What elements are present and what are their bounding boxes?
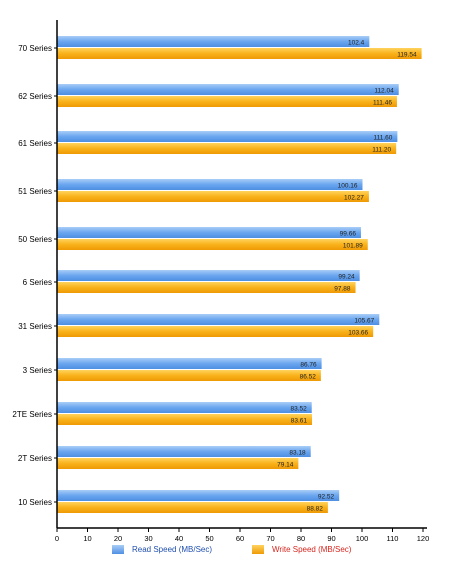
data-label-read: 99.66 bbox=[340, 231, 357, 238]
bar-read bbox=[57, 179, 363, 190]
category-label: 10 Series bbox=[18, 498, 52, 507]
legend-label-write: Write Speed (MB/Sec) bbox=[272, 545, 352, 554]
bar-read bbox=[57, 131, 398, 142]
x-tick-label: 110 bbox=[387, 534, 399, 543]
x-tick-label: 50 bbox=[205, 534, 213, 543]
bar-write bbox=[57, 282, 356, 293]
data-label-read: 83.18 bbox=[289, 450, 306, 457]
data-label-read: 86.76 bbox=[300, 362, 317, 369]
bar-write bbox=[57, 48, 422, 59]
bar-read bbox=[57, 490, 340, 501]
legend-item-write: Write Speed (MB/Sec) bbox=[252, 545, 351, 554]
x-tick-label: 10 bbox=[83, 534, 91, 543]
legend-label-read: Read Speed (MB/Sec) bbox=[132, 545, 213, 554]
data-label-read: 92.52 bbox=[318, 494, 335, 501]
legend: Read Speed (MB/Sec) Write Speed (MB/Sec) bbox=[0, 545, 450, 559]
x-tick-label: 80 bbox=[297, 534, 305, 543]
data-label-read: 83.52 bbox=[290, 406, 307, 413]
data-label-write: 86.52 bbox=[300, 374, 317, 381]
data-label-read: 99.24 bbox=[338, 274, 355, 281]
axes-layer: 70 Series 62 Series 61 Series 51 Series 50 S… bbox=[12, 20, 429, 543]
bar-write bbox=[57, 143, 397, 154]
data-label-write: 88.82 bbox=[307, 506, 324, 513]
bar-write bbox=[57, 191, 369, 202]
legend-item-read: Read Speed (MB/Sec) bbox=[112, 545, 212, 554]
bar-read bbox=[57, 314, 380, 325]
category-label: 70 Series bbox=[18, 44, 52, 53]
category-label: 61 Series bbox=[18, 139, 52, 148]
category-label: 2TE Series bbox=[12, 410, 52, 419]
bar-read bbox=[57, 36, 370, 47]
bar-read bbox=[57, 358, 322, 369]
category-label: 50 Series bbox=[18, 235, 52, 244]
bar-write bbox=[57, 239, 368, 250]
category-label: 62 Series bbox=[18, 92, 52, 101]
x-tick-label: 30 bbox=[144, 534, 152, 543]
data-label-write: 102.27 bbox=[344, 195, 364, 202]
x-tick-label: 100 bbox=[356, 534, 369, 543]
bar-read bbox=[57, 446, 311, 457]
data-label-write: 79.14 bbox=[277, 462, 294, 469]
x-tick-label: 0 bbox=[55, 534, 59, 543]
data-label-write: 101.89 bbox=[343, 243, 363, 250]
category-label: 51 Series bbox=[18, 187, 52, 196]
data-label-read: 100.16 bbox=[338, 183, 358, 190]
data-label-write: 97.88 bbox=[334, 286, 351, 293]
category-label: 6 Series bbox=[23, 278, 52, 287]
bars-layer: 102.4 119.54 112.04 111.46 111.60 111.20 100.1… bbox=[57, 36, 422, 513]
bar-write bbox=[57, 458, 299, 469]
data-label-write: 83.61 bbox=[291, 418, 308, 425]
bar-read bbox=[57, 227, 361, 238]
legend-swatch-read bbox=[112, 545, 124, 554]
data-label-read: 111.60 bbox=[373, 135, 392, 142]
x-tick-label: 60 bbox=[236, 534, 244, 543]
category-label: 3 Series bbox=[23, 366, 52, 375]
data-label-read: 102.4 bbox=[348, 40, 365, 47]
x-tick-label: 20 bbox=[114, 534, 122, 543]
category-label: 2T Series bbox=[18, 454, 52, 463]
x-tick-label: 70 bbox=[266, 534, 274, 543]
data-label-write: 111.20 bbox=[372, 147, 391, 154]
bar-write bbox=[57, 502, 328, 513]
bar-read bbox=[57, 84, 399, 95]
x-tick-label: 90 bbox=[327, 534, 335, 543]
data-label-write: 103.66 bbox=[348, 330, 368, 337]
x-tick-label: 40 bbox=[175, 534, 183, 543]
legend-swatch-write bbox=[252, 545, 264, 554]
data-label-read: 105.67 bbox=[354, 318, 374, 325]
data-label-write: 119.54 bbox=[397, 52, 417, 59]
data-label-read: 112.04 bbox=[374, 88, 394, 95]
bar-read bbox=[57, 402, 312, 413]
bar-write bbox=[57, 326, 374, 337]
bar-write bbox=[57, 96, 397, 107]
category-label: 31 Series bbox=[18, 322, 52, 331]
data-label-write: 111.46 bbox=[373, 100, 392, 107]
bar-write bbox=[57, 370, 321, 381]
bar-write bbox=[57, 414, 313, 425]
x-tick-label: 120 bbox=[417, 534, 430, 543]
bar-read bbox=[57, 270, 360, 281]
